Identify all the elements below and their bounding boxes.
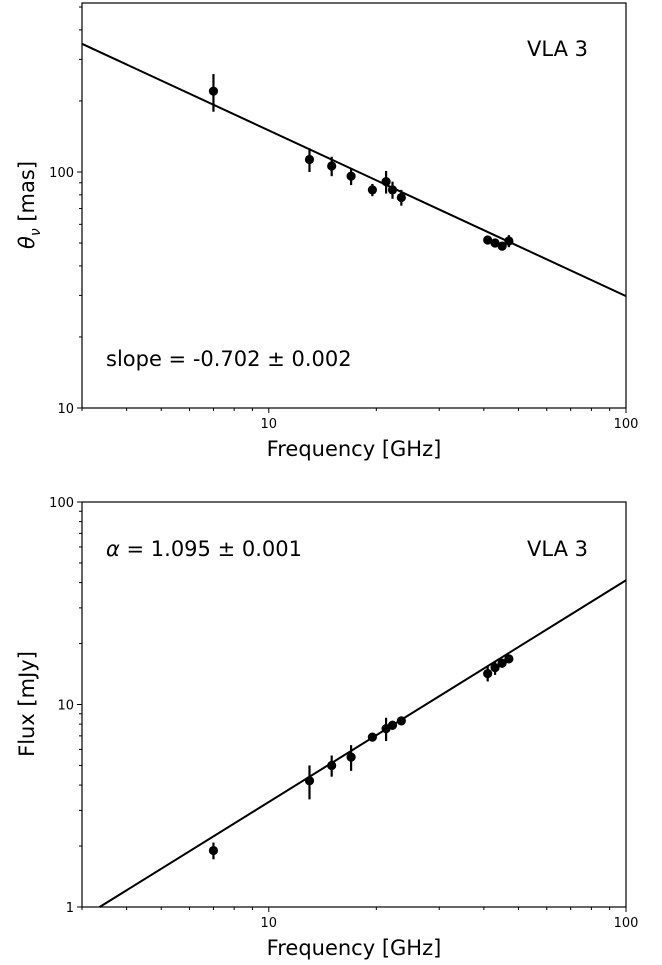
y-tick-label: 10 bbox=[57, 402, 74, 417]
data-point bbox=[396, 192, 406, 203]
y-axis-subscript: ν bbox=[28, 228, 44, 236]
axis-ticks-bottom: 10 100 1 10 100 bbox=[49, 496, 638, 931]
y-axis-symbol: θ bbox=[15, 236, 39, 249]
data-point bbox=[346, 171, 356, 181]
x-tick-label: 100 bbox=[614, 417, 639, 432]
panel-flux: 10 100 1 10 100 VLA 3 α = 1.095 ± 0.001 Freq… bbox=[15, 496, 638, 960]
data-point bbox=[387, 720, 398, 730]
y-tick-label: 10 bbox=[57, 699, 74, 714]
data-point bbox=[367, 732, 377, 742]
data-point bbox=[497, 241, 507, 251]
source-label-top: VLA 3 bbox=[527, 37, 588, 61]
y-axis-unit: [mas] bbox=[15, 161, 39, 228]
x-tick-label: 10 bbox=[261, 417, 278, 432]
data-point bbox=[490, 663, 500, 673]
data-point bbox=[208, 86, 219, 96]
data-point bbox=[208, 845, 219, 856]
data-point bbox=[346, 752, 356, 762]
y-axis-label-bottom: Flux [mJy] bbox=[15, 651, 39, 757]
y-axis-label-top: θν [mas] bbox=[15, 161, 44, 249]
fit-line-top bbox=[81, 42, 627, 298]
y-tick-label: 100 bbox=[49, 496, 74, 511]
data-point bbox=[381, 177, 391, 187]
data-point bbox=[490, 238, 500, 248]
data-point bbox=[483, 235, 493, 245]
fit-line-bottom bbox=[99, 579, 627, 908]
fit-line bbox=[81, 42, 627, 298]
plot-frame-bottom bbox=[81, 501, 627, 908]
alpha-value: = 1.095 ± 0.001 bbox=[120, 537, 302, 561]
fit-line bbox=[99, 579, 627, 908]
data-point bbox=[483, 669, 493, 679]
y-tick-label: 100 bbox=[49, 166, 74, 181]
data-point bbox=[504, 236, 514, 246]
data-point bbox=[304, 154, 315, 165]
fit-annotation-top: slope = -0.702 ± 0.002 bbox=[106, 347, 352, 371]
data-points-top bbox=[208, 74, 514, 251]
x-tick-label: 100 bbox=[614, 916, 639, 931]
axis-ticks-top: 10 100 10 100 bbox=[49, 6, 639, 432]
data-point bbox=[327, 161, 337, 171]
data-point bbox=[367, 185, 377, 195]
plot-frame-top bbox=[81, 2, 627, 409]
data-point bbox=[396, 716, 406, 726]
data-points-bottom bbox=[208, 654, 514, 860]
data-point bbox=[504, 654, 514, 664]
x-axis-label-bottom: Frequency [GHz] bbox=[267, 936, 442, 960]
data-point bbox=[497, 658, 507, 668]
y-tick-label: 1 bbox=[66, 901, 74, 916]
x-axis-label-top: Frequency [GHz] bbox=[267, 437, 442, 461]
data-point bbox=[304, 776, 315, 786]
fit-annotation-bottom: α = 1.095 ± 0.001 bbox=[106, 537, 302, 561]
source-label-bottom: VLA 3 bbox=[527, 537, 588, 561]
data-point bbox=[327, 760, 337, 771]
data-point bbox=[387, 185, 398, 195]
alpha-symbol: α bbox=[106, 537, 120, 561]
x-tick-label: 10 bbox=[261, 916, 278, 931]
